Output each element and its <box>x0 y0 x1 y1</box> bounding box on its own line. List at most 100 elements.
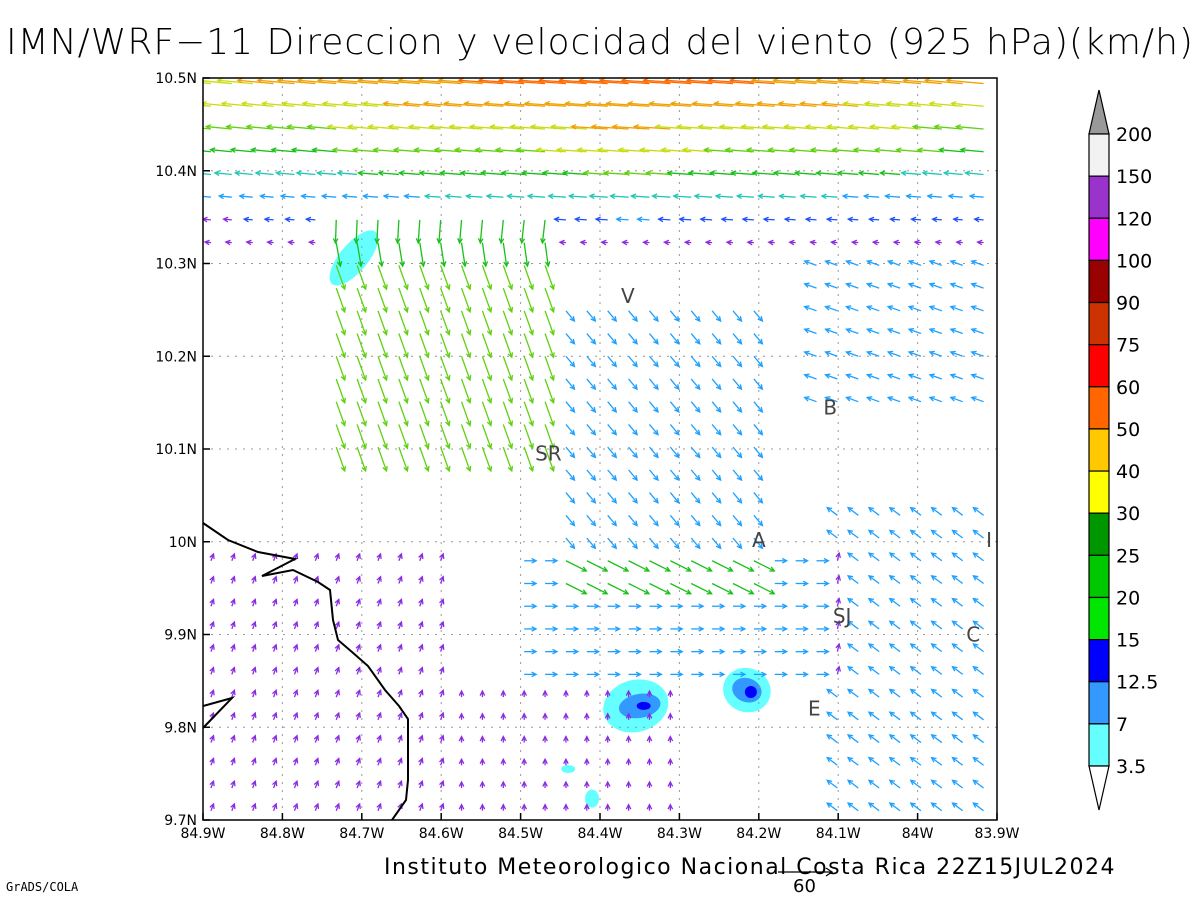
wind-vector <box>553 216 566 223</box>
wind-vector <box>951 643 964 653</box>
wind-vector <box>690 446 701 459</box>
wind-vector <box>628 333 639 345</box>
wind-vector <box>506 193 525 200</box>
axis-labels: 84.9W 84.8W 84.7W 84.6W 84.5W 84.4W 84.3W 84.2W… <box>155 71 1019 842</box>
wind-vector <box>544 265 555 291</box>
wind-vector <box>374 219 380 245</box>
wind-vector <box>209 147 232 153</box>
wind-vector <box>970 259 984 266</box>
wind-vector <box>934 239 942 246</box>
wind-vector <box>502 446 514 473</box>
wind-vector <box>607 560 630 572</box>
wind-vector <box>865 396 880 403</box>
wind-vector <box>964 170 984 177</box>
wind-vector <box>418 170 441 176</box>
wind-vector <box>245 239 253 246</box>
wind-vector <box>728 78 775 85</box>
wind-vector <box>711 378 722 391</box>
wind-vector <box>292 620 299 630</box>
wind-vector <box>909 552 922 562</box>
wind-vector <box>955 239 963 246</box>
wind-vector <box>846 529 859 539</box>
wind-vector <box>909 597 922 607</box>
wind-vector <box>251 643 257 652</box>
wind-vector <box>604 803 611 811</box>
wind-vector <box>669 537 680 550</box>
wind-vector <box>544 356 555 382</box>
wind-vector <box>356 265 367 291</box>
wind-vector <box>795 580 809 587</box>
wind-vector <box>502 333 514 359</box>
wind-vector <box>867 734 880 744</box>
wind-vector <box>732 310 743 323</box>
wind-vector <box>835 597 841 607</box>
wind-vector <box>669 401 680 413</box>
wind-vector <box>712 648 726 655</box>
wind-vector <box>774 671 789 678</box>
wind-vector <box>292 666 299 675</box>
wind-vector <box>607 671 622 678</box>
wind-vector <box>376 802 382 811</box>
wind-vector <box>753 492 764 504</box>
wind-vector <box>909 529 922 539</box>
wind-vector <box>355 802 361 811</box>
wind-vector <box>334 711 340 721</box>
wind-vector <box>500 803 507 811</box>
wind-vector <box>648 401 659 413</box>
wind-vector <box>888 574 901 585</box>
wind-vector <box>930 529 943 539</box>
wind-vector <box>355 643 361 652</box>
wind-vector <box>334 643 340 652</box>
wind-vector <box>272 734 278 743</box>
wind-vector <box>842 100 880 107</box>
wind-vector <box>865 282 880 289</box>
wind-vector <box>628 355 639 368</box>
wind-vector <box>565 424 576 436</box>
wind-vector <box>439 779 445 789</box>
wind-vector <box>438 170 462 176</box>
wind-vector <box>500 689 507 698</box>
wind-vector <box>544 378 555 405</box>
wind-vector <box>816 580 830 587</box>
wind-vector <box>628 401 639 413</box>
wind-vector <box>341 193 358 200</box>
wind-vector <box>300 193 316 200</box>
wind-vector <box>604 735 611 743</box>
wind-vector <box>816 557 830 564</box>
wind-vector <box>544 287 555 314</box>
wind-vector <box>846 552 859 562</box>
wind-vector <box>313 757 320 766</box>
wind-vector <box>711 333 722 345</box>
wind-vector <box>732 671 747 678</box>
wind-vector <box>873 147 901 153</box>
wind-vector <box>481 356 493 382</box>
wind-vector <box>295 170 316 177</box>
wind-vector <box>542 735 548 743</box>
wind-vector <box>867 620 880 630</box>
wind-vector <box>826 529 838 539</box>
y-tick-label: 10.4N <box>155 164 197 180</box>
wind-vector <box>756 193 775 200</box>
colorbar-label: 12.5 <box>1116 672 1158 694</box>
wind-vector <box>795 603 809 610</box>
wind-vector <box>565 469 576 482</box>
colorbar-min-triangle <box>1088 765 1110 811</box>
colorbar-label: 7 <box>1116 714 1128 736</box>
wind-vector <box>699 216 713 223</box>
wind-vector <box>418 643 424 652</box>
wind-vector <box>604 712 611 720</box>
wind-vector <box>397 779 403 789</box>
wind-vector <box>788 147 817 153</box>
wind-vector <box>858 78 901 85</box>
wind-vector <box>479 170 504 176</box>
wind-vector <box>561 170 587 176</box>
wind-vector <box>607 492 618 504</box>
wind-vector <box>888 665 901 675</box>
wind-vector <box>607 310 618 323</box>
wind-vector <box>292 734 299 743</box>
wind-vector <box>972 756 984 766</box>
wind-vector <box>376 688 382 698</box>
wind-vector <box>778 193 796 200</box>
wind-vector <box>846 643 859 653</box>
